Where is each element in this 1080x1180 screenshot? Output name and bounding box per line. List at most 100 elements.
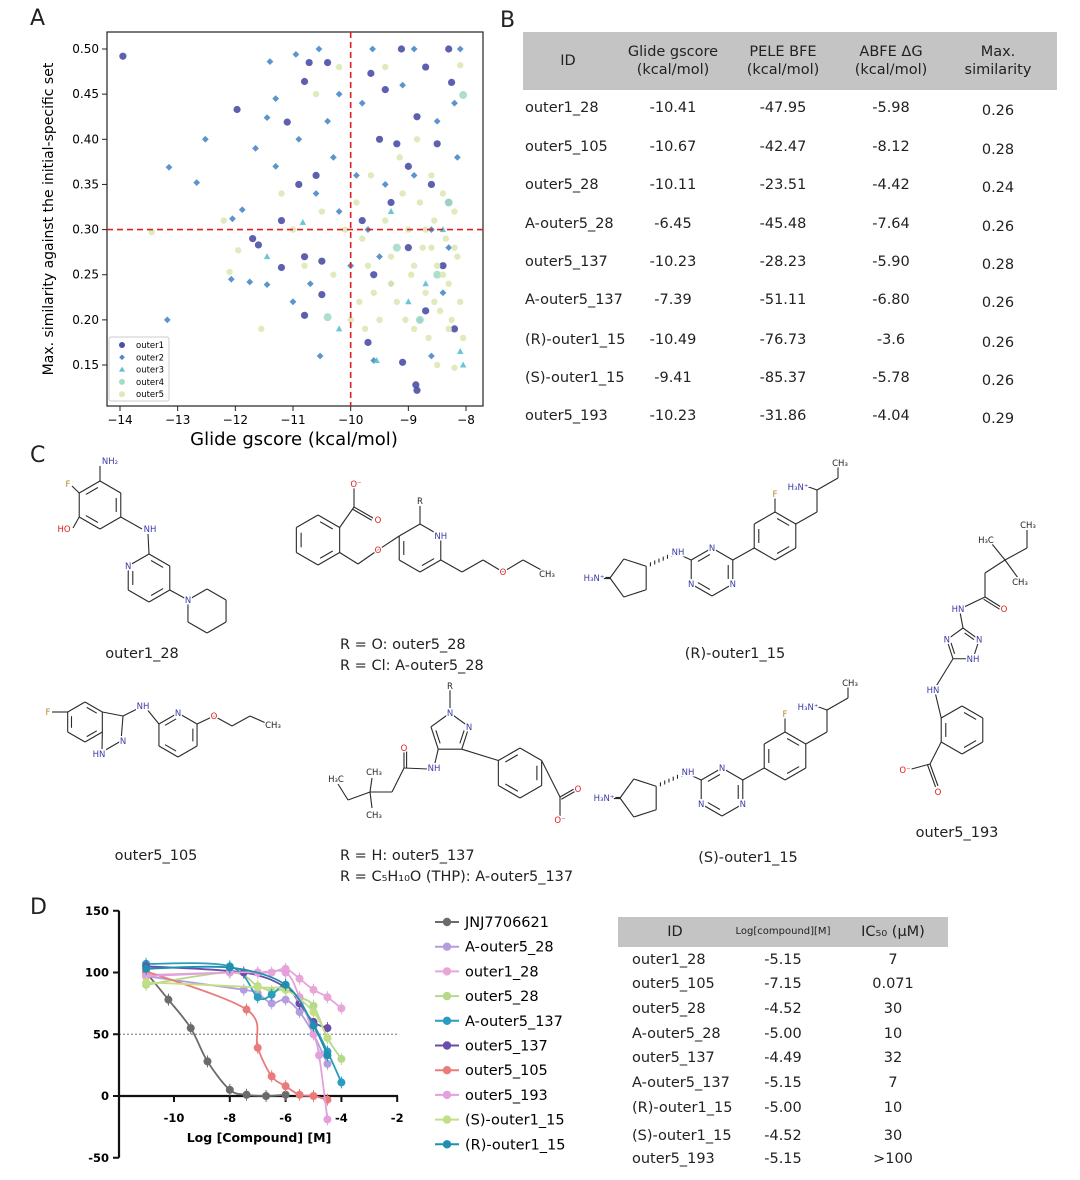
table-cell: 0.24 xyxy=(981,179,1015,196)
data-point-A-outer5_137 xyxy=(267,990,276,999)
atom-label: CH₃ xyxy=(1012,578,1028,588)
bond xyxy=(177,745,198,758)
data-point-outer1 xyxy=(448,78,456,87)
bond xyxy=(959,611,964,629)
atom-label: H₃C xyxy=(978,536,994,546)
bond xyxy=(177,712,198,725)
legend-label: outer5_193 xyxy=(465,1088,548,1104)
data-point-outer2 xyxy=(238,206,246,214)
bond xyxy=(158,712,179,725)
data-point-A-outer5_137 xyxy=(337,1078,346,1087)
data-point-outer5 xyxy=(448,316,455,324)
row-id: outer5_137 xyxy=(632,1049,715,1066)
bond xyxy=(71,485,80,494)
row-id: A-outer5_28 xyxy=(632,1025,721,1042)
bond xyxy=(786,766,800,774)
data-point-outer5 xyxy=(347,316,354,324)
legend-label: outer4 xyxy=(136,378,164,388)
atom-label: NH xyxy=(967,655,980,665)
bond xyxy=(561,790,576,800)
atom-label: NH xyxy=(682,768,695,778)
column-header: ID xyxy=(560,52,576,69)
data-point-outer3 xyxy=(405,298,412,305)
table-cell: 10 xyxy=(883,1099,903,1116)
legend-label: A-outer5_137 xyxy=(465,1014,563,1030)
data-point-outer2 xyxy=(272,162,280,170)
data-point-outer2 xyxy=(358,99,366,107)
bond xyxy=(398,523,421,537)
table-cell: 0.26 xyxy=(981,218,1015,235)
bond xyxy=(102,711,124,717)
data-point-outer5 xyxy=(422,289,429,296)
atom-label: HN xyxy=(927,686,940,696)
data-point-outer5 xyxy=(416,199,424,206)
legend-marker xyxy=(442,1066,452,1075)
data-point-outer2 xyxy=(456,45,464,53)
curve-A-outer5_28 xyxy=(145,975,329,1065)
column-header: PELE BFE (kcal/mol) xyxy=(746,43,820,78)
bond xyxy=(619,778,635,799)
bond xyxy=(164,744,177,752)
data-point-outer5 xyxy=(428,172,435,179)
data-point-outer5 xyxy=(278,190,285,197)
data-point-outer2 xyxy=(316,352,324,360)
data-point-outer3 xyxy=(299,218,307,225)
data-point-outer5 xyxy=(396,154,403,161)
table-cell: 0.28 xyxy=(981,256,1015,273)
data-point-outer2 xyxy=(312,190,320,197)
data-point-A-outer5_28 xyxy=(281,995,290,1004)
structure-caption: outer5_193 xyxy=(916,825,999,841)
bond xyxy=(150,588,164,596)
table-cell: -4.52 xyxy=(764,1000,802,1017)
bond xyxy=(964,632,975,641)
bond xyxy=(929,763,939,787)
data-point-outer2 xyxy=(353,172,360,179)
data-point-outer2 xyxy=(292,51,300,58)
data-point-outer1 xyxy=(404,162,412,170)
bond xyxy=(377,535,400,551)
data-point-outer1 xyxy=(404,244,412,252)
table-cell: -10.67 xyxy=(649,138,697,155)
atom-label: O⁻ xyxy=(554,816,565,826)
atom-label: N xyxy=(730,580,736,590)
bond xyxy=(707,774,721,782)
bond xyxy=(78,516,101,530)
data-point-outer1 xyxy=(439,262,447,270)
atom-label: O xyxy=(935,788,942,798)
table-cell: -5.78 xyxy=(872,369,910,386)
y-tick-label: 0.30 xyxy=(72,223,99,237)
data-point-outer1 xyxy=(381,86,389,94)
legend-label: outer3 xyxy=(136,366,164,376)
data-point-outer5 xyxy=(459,334,467,342)
data-point-outer2 xyxy=(410,172,418,179)
data-point-outer1 xyxy=(300,311,309,319)
bond xyxy=(815,705,828,711)
bond xyxy=(753,547,776,561)
row-id: A-outer5_137 xyxy=(525,291,623,308)
bond xyxy=(86,730,98,738)
bond xyxy=(721,767,744,781)
table-cell: -4.52 xyxy=(764,1127,802,1144)
bond xyxy=(763,767,786,781)
data-point-outer5_137 xyxy=(323,1024,332,1033)
data-point-outer2 xyxy=(369,45,376,53)
atom-label: CH₃ xyxy=(366,811,382,821)
data-point-(R)-outer1_15 xyxy=(225,963,234,972)
row-id: outer5_193 xyxy=(632,1150,715,1167)
atom-label: F xyxy=(46,708,51,718)
atom-label: HN xyxy=(952,605,965,615)
data-point-outer2 xyxy=(439,289,447,297)
bond xyxy=(145,707,160,725)
bond xyxy=(78,480,101,494)
table-cell: 0.071 xyxy=(872,975,914,992)
data-point-outer1 xyxy=(283,118,291,126)
data-point-outer1 xyxy=(412,381,420,389)
data-point-outer5 xyxy=(393,298,401,306)
data-point-outer5 xyxy=(413,136,421,143)
data-point-outer1 xyxy=(445,45,453,53)
legend-marker xyxy=(119,354,125,361)
atom-label: O xyxy=(211,712,218,722)
data-point-(R)-outer1_15 xyxy=(281,980,290,989)
table-header-bg xyxy=(618,917,948,947)
